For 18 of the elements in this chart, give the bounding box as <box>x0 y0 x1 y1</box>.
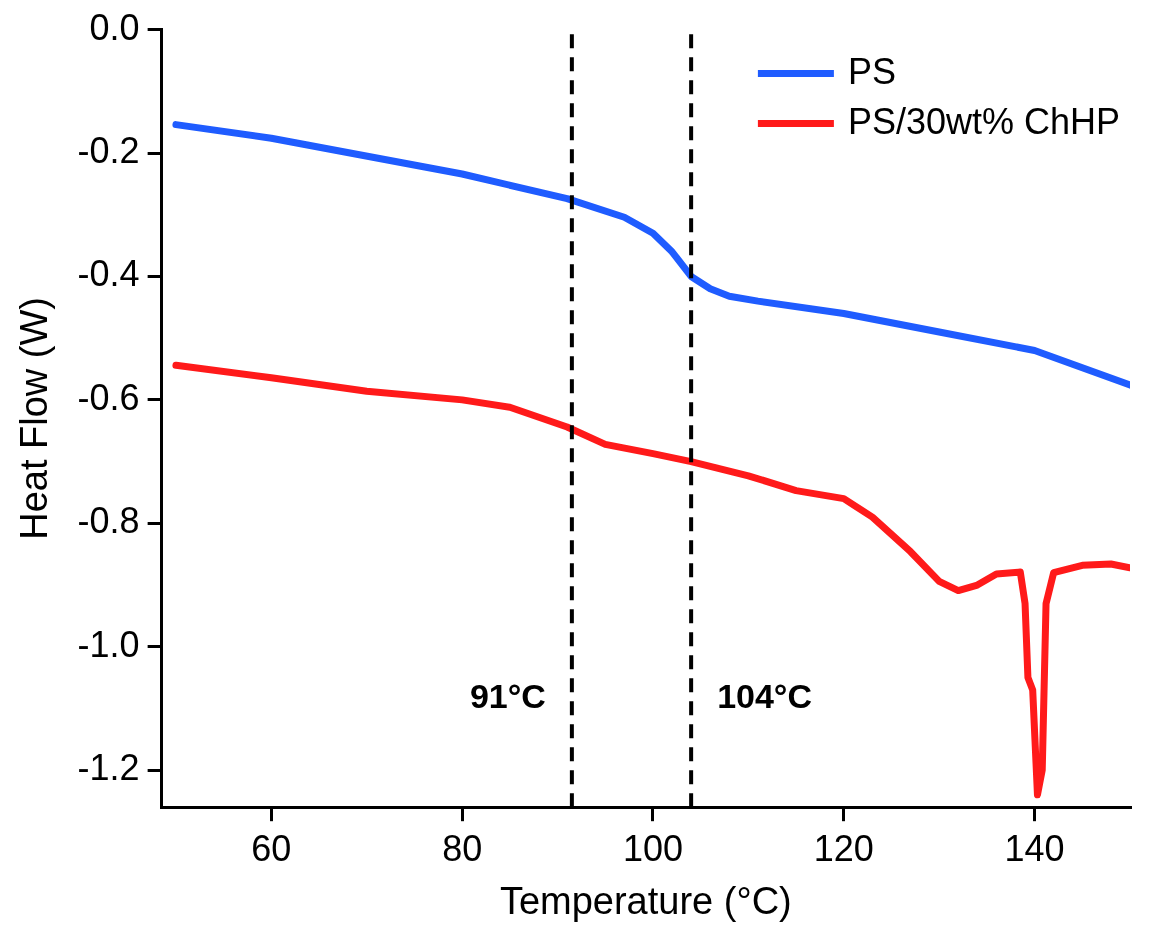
y-tick-label: -1.0 <box>77 623 140 665</box>
x-tick-label: 140 <box>1004 827 1065 869</box>
legend-label: PS/30wt% ChHP <box>847 100 1120 142</box>
legend-label: PS <box>847 50 896 92</box>
y-tick-label: -0.6 <box>77 376 140 418</box>
y-tick-label: -0.4 <box>77 253 140 295</box>
x-tick-label: 60 <box>251 827 292 869</box>
y-tick-label: -0.2 <box>77 129 140 171</box>
ref-line-label: 104°C <box>717 676 813 715</box>
y-tick-label: -1.2 <box>77 747 140 789</box>
ref-line-label: 91°C <box>469 676 546 715</box>
x-tick-label: 80 <box>442 827 483 869</box>
x-tick-label: 100 <box>622 827 684 869</box>
y-tick-label: 0.0 <box>89 6 140 48</box>
x-axis-title: Temperature (°C) <box>499 879 792 922</box>
y-tick-label: -0.8 <box>77 500 140 542</box>
x-tick-label: 120 <box>813 827 874 869</box>
y-axis-title: Heat Flow (W) <box>13 297 56 540</box>
